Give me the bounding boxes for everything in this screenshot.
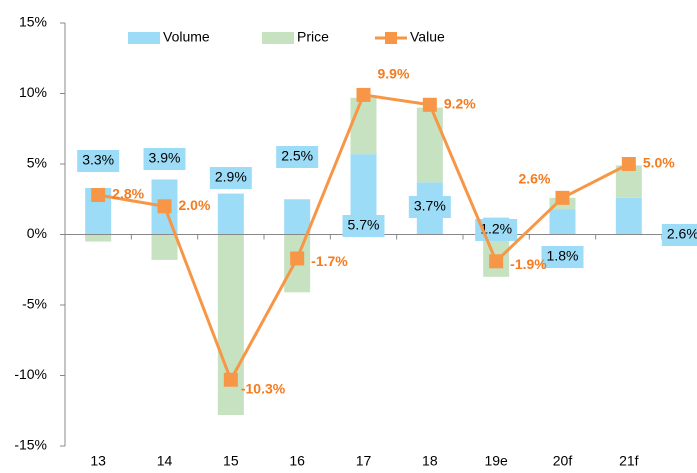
value-marker: [621, 157, 636, 171]
value-marker: [223, 372, 238, 387]
label-box: [342, 215, 385, 237]
bar-price: [350, 97, 377, 155]
x-tick-label: 17: [356, 453, 372, 469]
volume-label: 3.9%: [149, 150, 181, 166]
value-label: 2.6%: [519, 171, 551, 187]
label-box: [143, 148, 186, 170]
label-box: [276, 146, 319, 168]
label-box: [209, 167, 252, 189]
value-label: 5.0%: [643, 155, 675, 171]
label-box: [661, 224, 697, 246]
bar-volume: [217, 193, 244, 235]
bar-volume: [284, 199, 311, 235]
value-marker: [157, 199, 172, 214]
value-marker: [489, 254, 504, 269]
volume-label: 2.9%: [215, 169, 247, 185]
y-tick-label: -15%: [14, 437, 47, 453]
y-tick-label: 15%: [19, 14, 47, 30]
legend-swatch: [128, 32, 160, 44]
volume-label: 2.6%: [667, 226, 697, 242]
bar-price: [85, 234, 112, 242]
x-tick-label: 13: [90, 453, 106, 469]
x-tick-label: 18: [422, 453, 438, 469]
label-box: [77, 150, 120, 172]
bar-price: [151, 234, 178, 260]
bar-volume: [615, 197, 642, 235]
label-box: [408, 196, 451, 218]
legend-label: Price: [297, 29, 329, 45]
x-tick-label: 16: [289, 453, 305, 469]
value-marker: [422, 97, 437, 112]
legend-label: Value: [410, 29, 445, 45]
bar-price: [416, 107, 443, 183]
label-box: [541, 246, 584, 268]
x-tick-label: 19e: [484, 453, 508, 469]
y-tick-label: 10%: [19, 84, 47, 100]
value-label: -1.9%: [510, 256, 547, 272]
volume-label: 3.7%: [414, 198, 446, 214]
value-label: -1.7%: [311, 253, 348, 269]
x-tick-label: 15: [223, 453, 239, 469]
value-label: 2.8%: [112, 186, 144, 202]
value-label: 2.0%: [179, 197, 211, 213]
y-tick-label: -5%: [22, 296, 47, 312]
volume-label: 5.7%: [348, 217, 380, 233]
volume-label: 1.2%: [480, 221, 512, 237]
volume-label: 2.5%: [281, 148, 313, 164]
value-marker: [91, 188, 106, 203]
value-label: 9.2%: [444, 95, 476, 111]
value-marker: [555, 190, 570, 205]
value-marker: [290, 251, 305, 266]
y-tick-label: -10%: [14, 366, 47, 382]
y-tick-label: 0%: [27, 225, 47, 241]
bar-volume: [549, 209, 576, 235]
legend-swatch: [262, 32, 294, 44]
volume-label: 3.3%: [82, 152, 114, 168]
x-tick-label: 21f: [619, 453, 639, 469]
value-marker: [356, 87, 371, 102]
x-tick-label: 14: [157, 453, 173, 469]
y-tick-label: 5%: [27, 155, 47, 171]
x-tick-label: 20f: [553, 453, 573, 469]
value-label: -10.3%: [241, 380, 286, 396]
legend-swatch: [385, 32, 397, 44]
legend-label: Volume: [163, 29, 210, 45]
volume-label: 1.8%: [547, 248, 579, 264]
value-label: 9.9%: [378, 66, 410, 82]
